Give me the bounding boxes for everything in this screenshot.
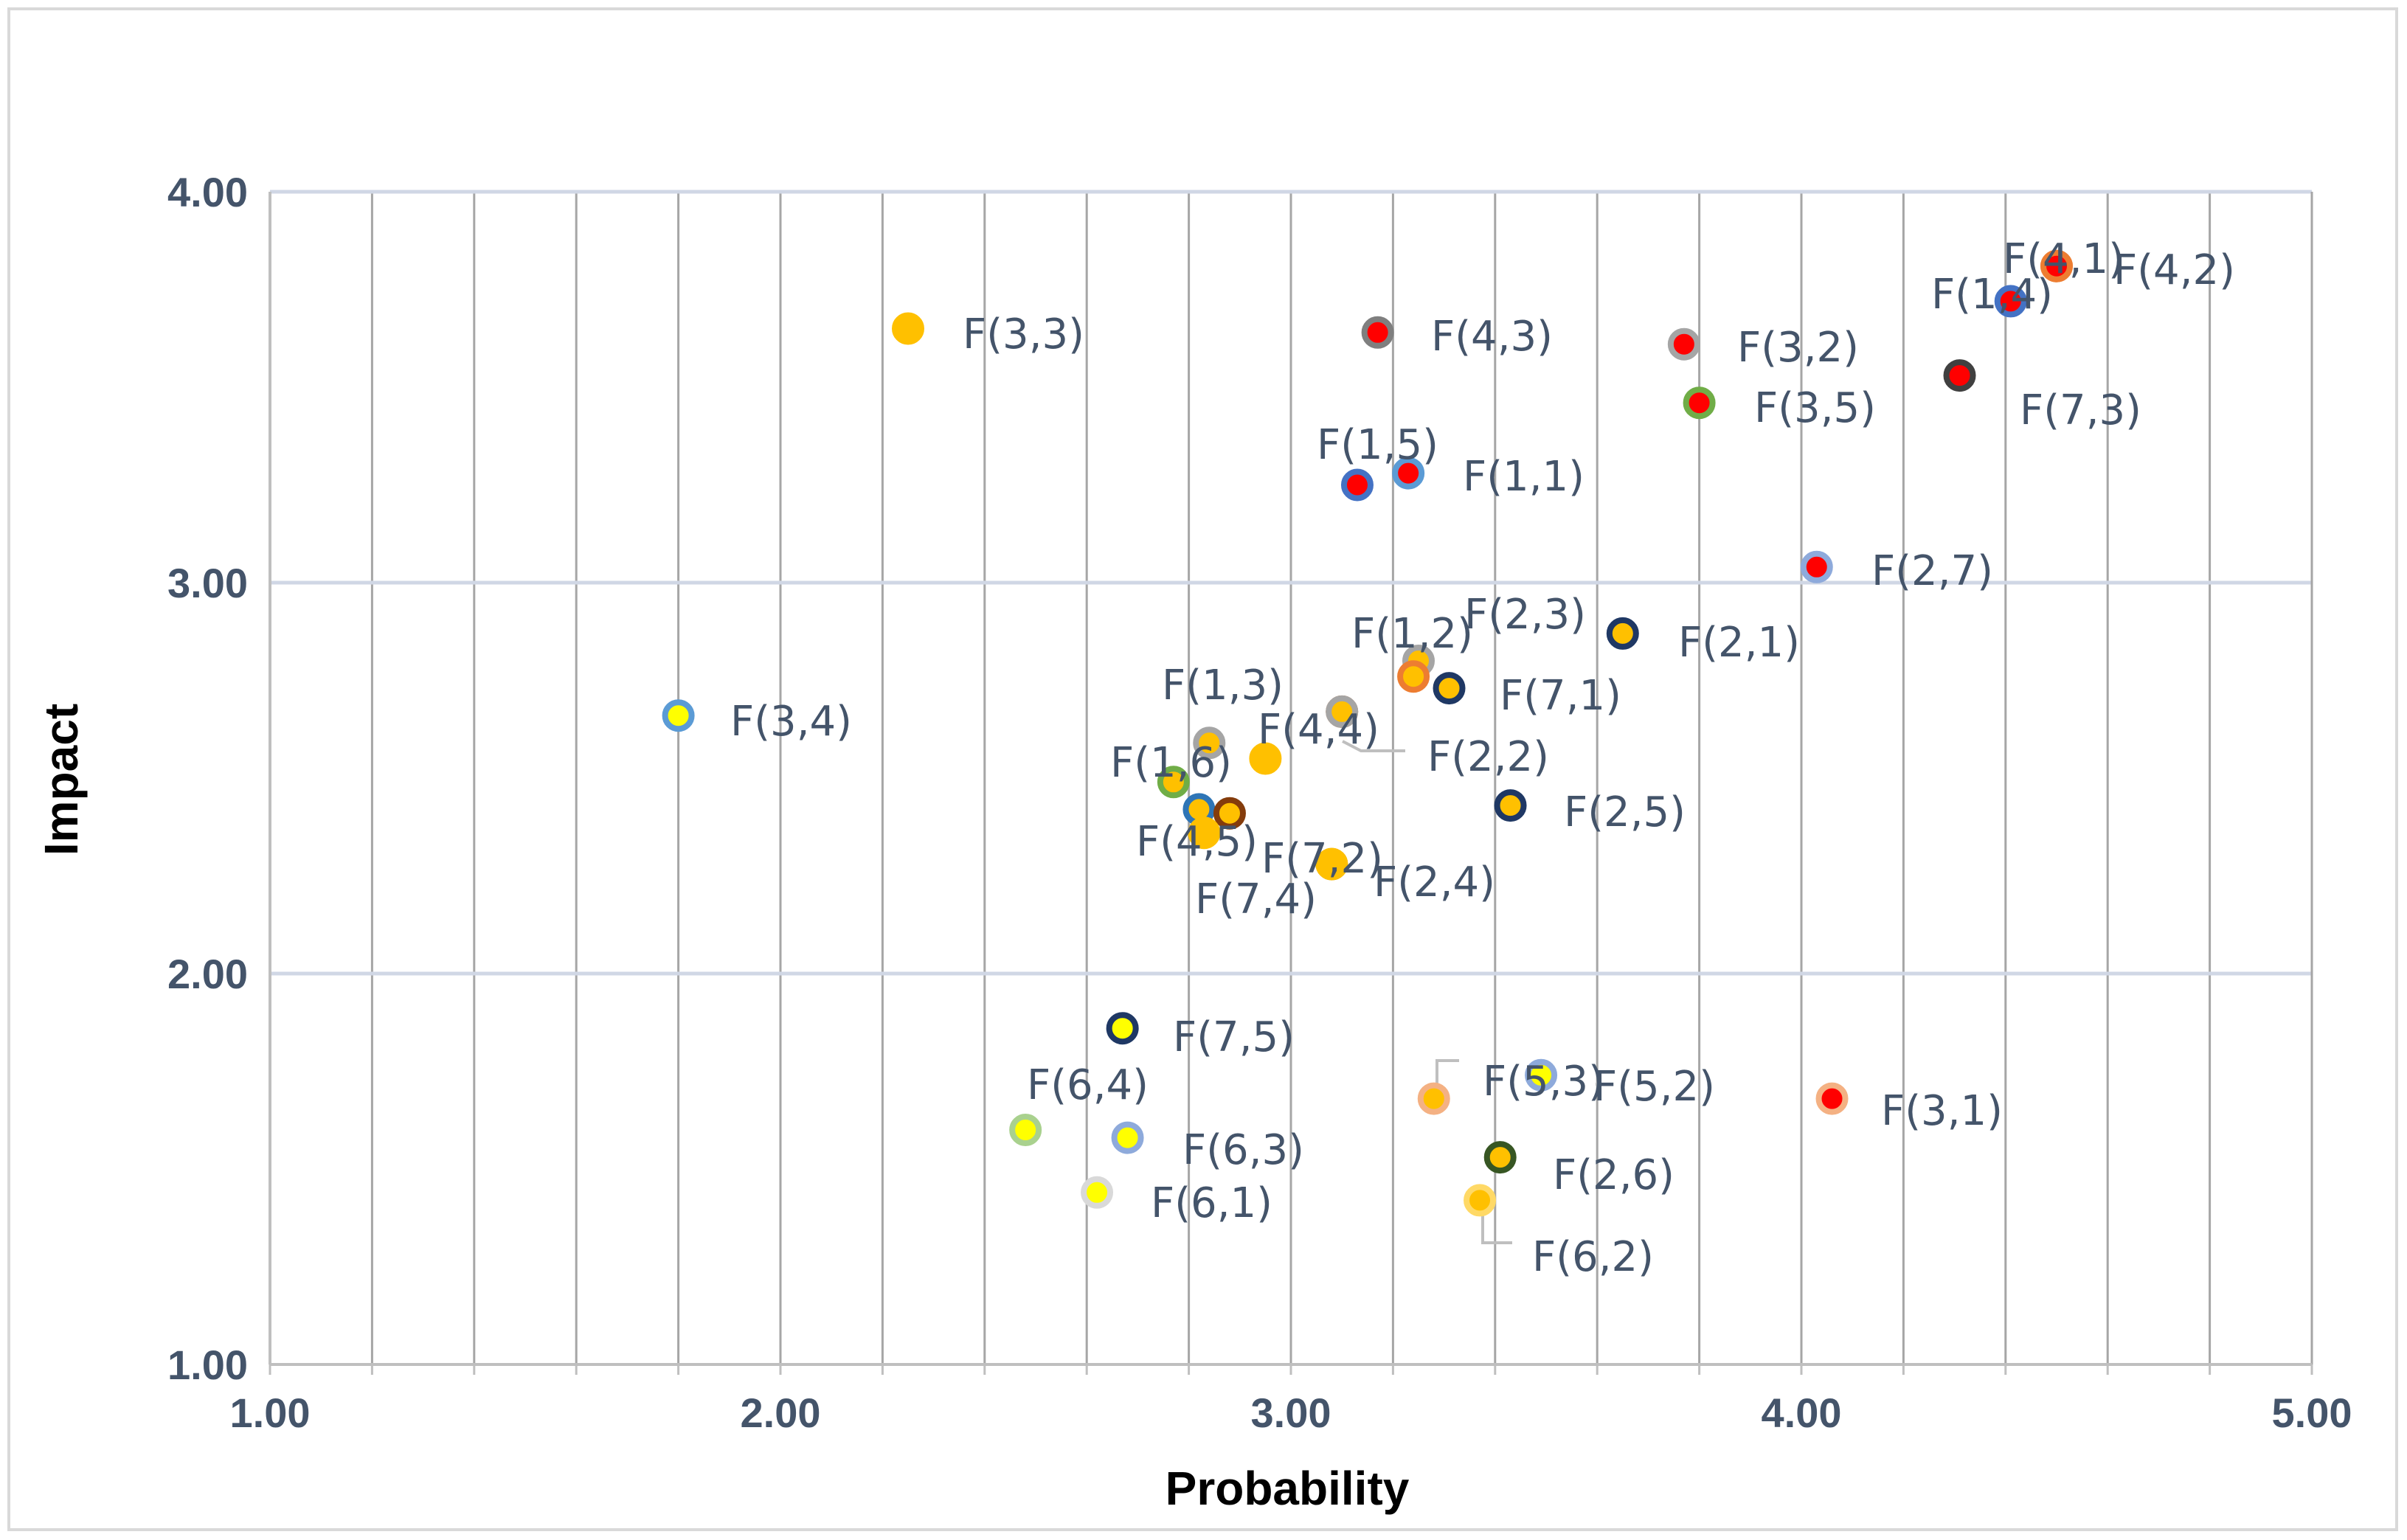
point-label: F(1,4) — [1931, 271, 2053, 319]
point-label: F(2,6) — [1553, 1151, 1674, 1199]
data-point — [1392, 457, 1425, 490]
point-label: F(1,3) — [1162, 662, 1284, 710]
data-point — [1361, 316, 1394, 349]
data-point — [1249, 742, 1282, 775]
leader-line — [1435, 1059, 1459, 1084]
x-tick-label: 4.00 — [1762, 1390, 1842, 1436]
point-label: F(6,3) — [1182, 1126, 1304, 1174]
point-label: F(1,5) — [1317, 421, 1438, 469]
point-label: F(7,1) — [1500, 672, 1621, 720]
point-label: F(4,5) — [1136, 818, 1258, 866]
leader-line — [1342, 740, 1405, 752]
data-point — [1315, 847, 1348, 881]
point-label: F(7,5) — [1173, 1013, 1295, 1061]
point-label: F(2,1) — [1678, 619, 1800, 667]
point-label: F(2,7) — [1871, 547, 1993, 595]
axes — [269, 192, 2313, 1375]
y-tick-label: 2.00 — [167, 951, 248, 997]
x-tick-label: 5.00 — [2272, 1390, 2352, 1436]
data-point — [1081, 1176, 1114, 1209]
data-point — [1188, 816, 1221, 850]
point-label: F(7,3) — [2020, 386, 2141, 434]
data-point — [1326, 695, 1359, 728]
point-label: F(3,3) — [963, 311, 1084, 358]
point-label: F(1,1) — [1463, 453, 1585, 501]
y-tick-label: 4.00 — [167, 169, 248, 215]
point-label: F(6,1) — [1151, 1179, 1272, 1227]
point-label: F(4,4) — [1258, 706, 1379, 754]
point-label: F(3,5) — [1754, 384, 1876, 432]
y-tick-label: 3.00 — [167, 560, 248, 606]
data-point — [1525, 1058, 1558, 1092]
point-label: F(5,3) — [1483, 1058, 1604, 1106]
data-point — [1213, 797, 1246, 830]
point-labels: F(3,3) F(4,3) F(3,2) F(3,5) F(4,1)F(4,2) F(1,… — [730, 235, 2235, 1281]
data-point — [1943, 359, 1976, 392]
point-label: F(3,4) — [730, 698, 852, 746]
point-label: F(2,3) — [1464, 591, 1586, 639]
chart-frame — [7, 7, 2398, 1531]
data-points — [662, 249, 2073, 1217]
data-point — [1667, 327, 1700, 361]
data-point — [1397, 660, 1430, 693]
data-point — [1464, 1184, 1497, 1217]
point-label: F(3,1) — [1881, 1087, 2003, 1135]
tick-labels: 1.00 2.00 3.00 4.00 5.00 1.00 2.00 3.00 4.00 — [167, 169, 2352, 1436]
data-point — [1417, 1082, 1450, 1115]
data-point — [1815, 1082, 1849, 1115]
data-point — [1483, 1141, 1517, 1174]
point-label: F(4,1) — [2003, 235, 2124, 283]
point-label: F(7,2) — [1261, 835, 1383, 883]
data-point — [1606, 617, 1639, 650]
data-point — [1157, 766, 1190, 799]
y-axis-title: Impact — [35, 704, 88, 856]
point-label: F(5,2) — [1593, 1063, 1715, 1111]
point-label: F(2,2) — [1427, 733, 1549, 781]
point-label: F(4,3) — [1431, 313, 1553, 361]
data-point — [892, 312, 924, 345]
data-point — [1994, 285, 2027, 318]
point-label: F(3,2) — [1737, 324, 1859, 372]
point-label: F(2,5) — [1564, 788, 1686, 836]
data-point — [1106, 1012, 1139, 1045]
point-label: F(6,4) — [1027, 1061, 1149, 1109]
data-point — [2040, 249, 2073, 282]
y-tick-label: 1.00 — [167, 1342, 248, 1388]
x-tick-label: 2.00 — [741, 1390, 821, 1436]
point-label: F(4,2) — [2113, 246, 2235, 294]
x-tick-label: 1.00 — [230, 1390, 311, 1436]
data-point — [1193, 726, 1226, 760]
point-label: F(6,2) — [1532, 1233, 1654, 1281]
point-label: F(1,2) — [1351, 610, 1473, 658]
data-point — [1433, 672, 1466, 705]
grid-lines — [270, 190, 2313, 1364]
data-point — [1683, 386, 1716, 420]
data-point — [662, 699, 695, 732]
point-label: F(2,4) — [1374, 859, 1495, 906]
x-axis-title: Probability — [1166, 1462, 1410, 1515]
data-point — [1340, 468, 1374, 502]
data-point — [1009, 1114, 1042, 1146]
point-label: F(1,6) — [1110, 739, 1232, 787]
data-point — [1494, 789, 1527, 822]
data-point — [1111, 1121, 1144, 1154]
x-tick-label: 3.00 — [1251, 1390, 1331, 1436]
point-label: F(7,4) — [1195, 875, 1317, 923]
data-point — [1800, 550, 1833, 583]
